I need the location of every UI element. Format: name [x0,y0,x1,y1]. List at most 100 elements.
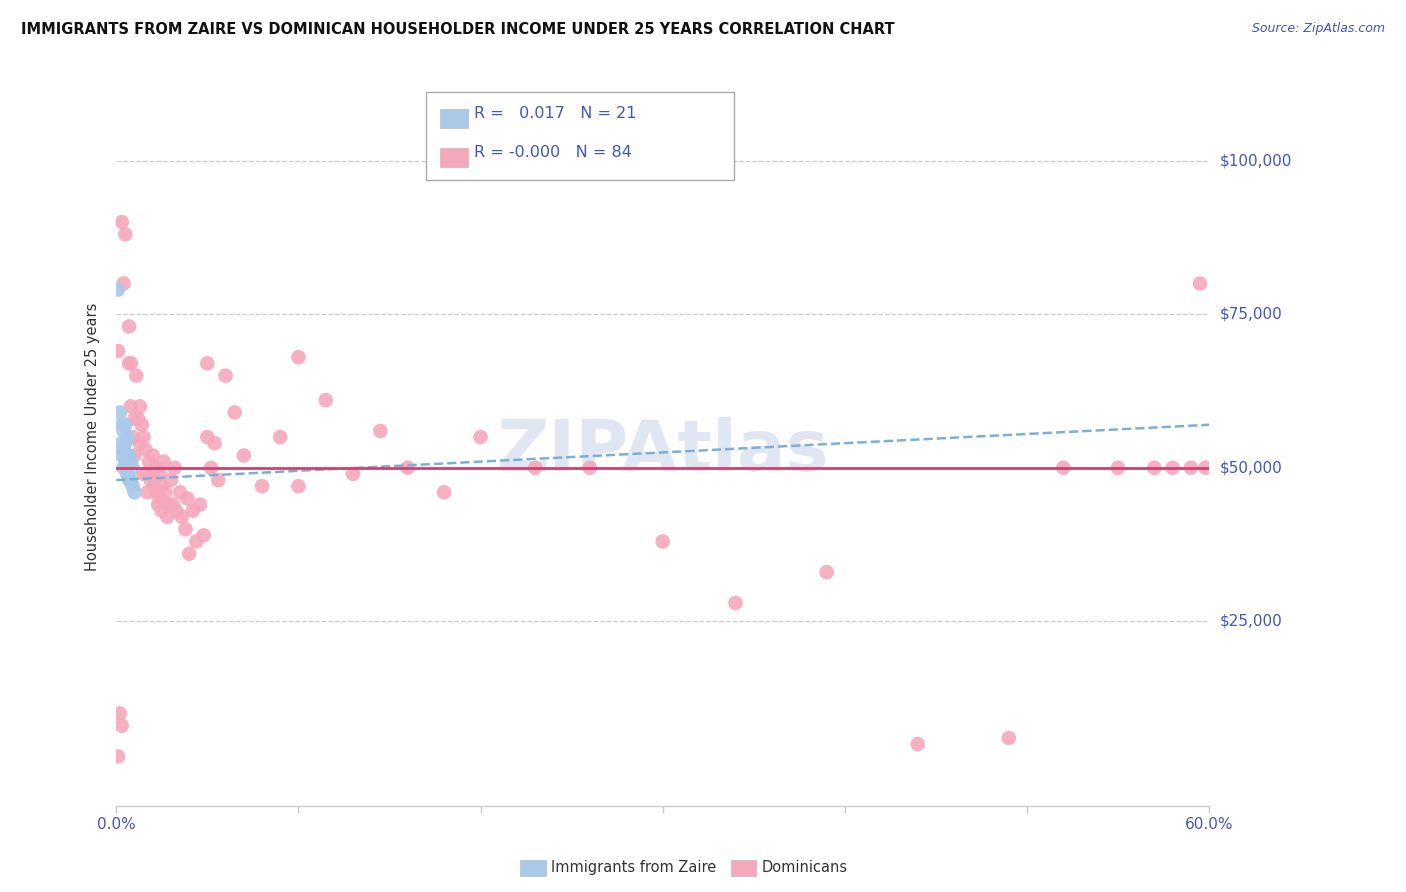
Point [107,283,129,297]
Point [124,411,146,425]
Point [1194,460,1216,475]
Point [724,596,747,610]
Point [149,467,172,481]
Point [193,528,215,542]
Point [145,485,167,500]
Point [107,344,129,359]
Point [1052,460,1074,475]
Point [186,534,208,549]
Point [370,424,392,438]
Point [181,504,204,518]
Point [129,400,152,414]
Point [176,491,198,506]
Point [120,400,142,414]
Text: ZIPAtlas: ZIPAtlas [496,417,830,486]
Point [125,368,148,383]
Point [115,430,138,444]
Point [138,455,160,469]
Point [136,467,159,481]
Point [118,356,141,370]
Point [143,479,166,493]
Point [342,467,364,481]
Point [224,405,246,419]
Point [108,405,131,419]
Point [111,436,134,450]
Point [162,498,184,512]
Point [121,430,143,444]
Point [150,479,173,493]
Point [174,522,197,536]
Point [111,215,134,229]
Text: $50,000: $50,000 [1220,460,1282,475]
Point [118,449,141,463]
Point [1188,277,1211,291]
Point [107,749,129,764]
Point [315,393,337,408]
Point [1107,460,1129,475]
Point [111,449,134,463]
Point [127,411,149,425]
Point [114,455,136,469]
Y-axis label: Householder Income Under 25 years: Householder Income Under 25 years [86,303,100,571]
Point [204,436,226,450]
Point [129,436,152,450]
Point [132,467,155,481]
Point [118,319,141,334]
Text: $25,000: $25,000 [1220,614,1282,629]
Point [815,565,838,579]
Point [134,442,156,457]
Text: $75,000: $75,000 [1220,307,1282,322]
Point [139,473,162,487]
Point [269,430,291,444]
Point [997,731,1019,745]
Point [396,460,419,475]
Point [120,356,142,370]
Point [157,498,180,512]
Point [149,491,172,506]
Point [108,706,131,721]
Point [1143,460,1166,475]
Point [287,350,309,364]
Point [1161,460,1184,475]
Text: R =   0.017   N = 21: R = 0.017 N = 21 [474,106,637,120]
Point [121,479,143,493]
Point [131,417,153,432]
Text: IMMIGRANTS FROM ZAIRE VS DOMINICAN HOUSEHOLDER INCOME UNDER 25 YEARS CORRELATION: IMMIGRANTS FROM ZAIRE VS DOMINICAN HOUSE… [21,22,894,37]
Point [163,460,186,475]
Text: Immigrants from Zaire: Immigrants from Zaire [551,860,717,874]
Text: Source: ZipAtlas.com: Source: ZipAtlas.com [1251,22,1385,36]
Point [1180,460,1202,475]
Text: Dominicans: Dominicans [762,860,848,874]
Point [136,485,159,500]
Point [142,449,165,463]
Point [165,504,187,518]
Point [232,449,254,463]
Point [470,430,492,444]
Point [907,737,929,751]
Point [156,509,179,524]
Point [120,455,142,469]
Point [124,485,146,500]
Point [132,430,155,444]
Point [112,277,135,291]
Point [169,485,191,500]
Point [115,449,138,463]
Point [152,455,174,469]
Point [179,547,201,561]
Point [188,498,211,512]
Point [114,417,136,432]
Point [207,473,229,487]
Point [112,460,135,475]
Point [124,449,146,463]
Point [651,534,673,549]
Point [111,719,134,733]
Point [287,479,309,493]
Point [120,473,142,487]
Point [250,479,273,493]
Point [114,227,136,242]
Point [118,473,141,487]
Text: $100,000: $100,000 [1220,153,1292,169]
Point [214,368,236,383]
Point [150,504,173,518]
Point [155,485,177,500]
